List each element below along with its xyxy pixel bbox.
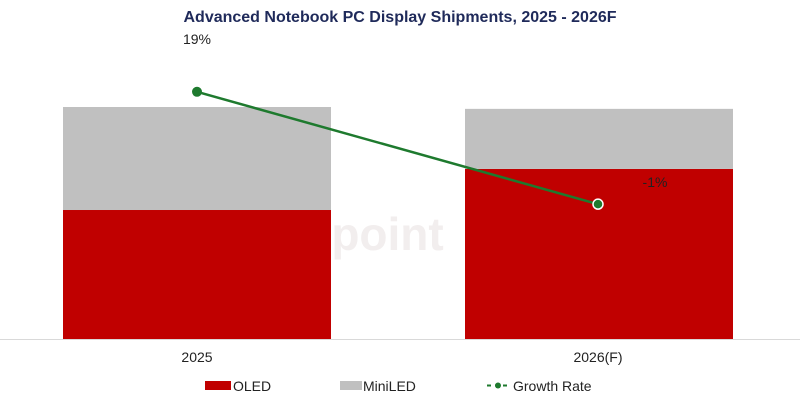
legend-growth-marker xyxy=(495,382,501,389)
growth-point-1 xyxy=(592,198,604,210)
growth-label-0: 19% xyxy=(183,31,211,47)
legend-growth-label: Growth Rate xyxy=(513,378,592,394)
growth-rate-line xyxy=(196,90,599,206)
chart-title: Advanced Notebook PC Display Shipments, … xyxy=(183,9,616,26)
legend-oled-swatch xyxy=(205,381,231,390)
bar-oled-0 xyxy=(63,210,331,339)
growth-label-1: -1% xyxy=(643,174,668,190)
bar-oled-1 xyxy=(465,168,733,339)
label-leader-line xyxy=(602,181,640,202)
legend-miniled-swatch xyxy=(340,381,362,390)
x-tick-label: 2026(F) xyxy=(573,349,622,365)
legend-miniled-label: MiniLED xyxy=(363,378,416,394)
growth-point-0 xyxy=(192,86,202,97)
bar-miniled-0 xyxy=(63,107,331,211)
x-tick-label: 2025 xyxy=(181,349,212,365)
bar-miniled-1 xyxy=(465,108,733,169)
legend-oled-label: OLED xyxy=(233,378,271,394)
